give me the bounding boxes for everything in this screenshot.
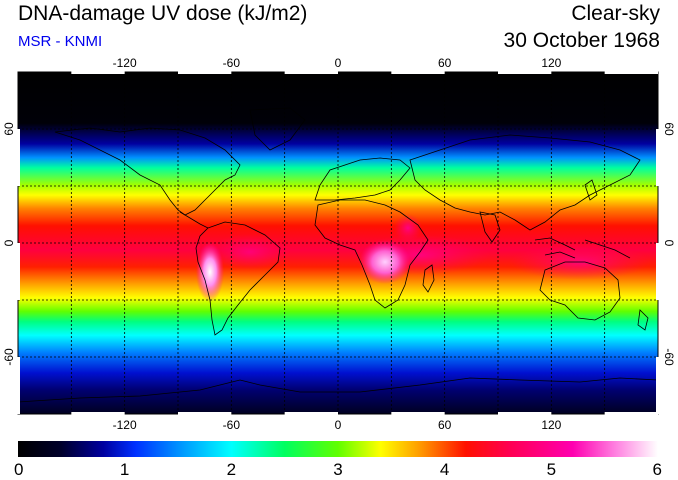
lon-tick-label-top: 120 bbox=[541, 56, 561, 70]
lat-tick-label-left: 0 bbox=[2, 239, 16, 246]
map-title: DNA-damage UV dose (kJ/m2) bbox=[18, 2, 308, 25]
lon-tick-label-top: -120 bbox=[113, 56, 137, 70]
frame-segment bbox=[498, 71, 552, 74]
lat-tick-label-right: 0 bbox=[662, 240, 676, 247]
frame-segment bbox=[391, 71, 445, 74]
colorbar-tick-label: 2 bbox=[227, 460, 236, 479]
frame-segment bbox=[604, 71, 658, 74]
frame-border bbox=[17, 71, 659, 415]
frame-segment bbox=[284, 412, 338, 415]
frame-segment bbox=[284, 71, 338, 74]
colorbar-tick-label: 6 bbox=[653, 460, 662, 479]
frame-segment bbox=[656, 243, 659, 300]
lon-tick-label-bottom: 0 bbox=[335, 418, 342, 432]
colorbar-tick-label: 5 bbox=[547, 460, 556, 479]
graticule bbox=[18, 72, 658, 414]
colorbar bbox=[18, 441, 658, 457]
colorbar-tick-labels: 0 1 2 3 4 5 6 bbox=[14, 460, 662, 479]
lat-tick-label-left: -60 bbox=[2, 348, 16, 366]
top-lon-ticks: -120 -60 0 60 120 bbox=[113, 56, 562, 70]
frame-segment bbox=[656, 357, 659, 414]
lon-tick-label-top: 0 bbox=[335, 56, 342, 70]
lon-tick-label-bottom: -120 bbox=[113, 418, 137, 432]
colorbar-tick-label: 4 bbox=[440, 460, 449, 479]
frame-segment bbox=[391, 412, 445, 415]
frame-segment bbox=[656, 129, 659, 186]
right-lat-ticks: 60 0 -60 bbox=[662, 122, 676, 366]
colorbar-tick-label: 3 bbox=[333, 460, 342, 479]
frame-segment bbox=[178, 412, 232, 415]
frame-segment bbox=[71, 412, 125, 415]
lon-tick-label-top: -60 bbox=[223, 56, 241, 70]
frame-segment bbox=[178, 71, 232, 74]
frame-segment bbox=[17, 357, 20, 414]
credit-label: MSR - KNMI bbox=[18, 33, 103, 50]
frame-segment bbox=[17, 129, 20, 186]
frame-segment bbox=[498, 412, 552, 415]
colorbar-tick-label: 0 bbox=[14, 460, 23, 479]
left-lat-ticks: 60 0 -60 bbox=[2, 122, 16, 366]
lon-tick-label-bottom: 120 bbox=[541, 418, 561, 432]
sky-condition-label: Clear-sky bbox=[571, 2, 660, 25]
frame-segment bbox=[604, 412, 658, 415]
lon-tick-label-top: 60 bbox=[438, 56, 452, 70]
lat-tick-label-left: 60 bbox=[2, 122, 16, 136]
lon-tick-label-bottom: -60 bbox=[223, 418, 241, 432]
frame-segment bbox=[17, 243, 20, 300]
lon-tick-label-bottom: 60 bbox=[438, 418, 452, 432]
bottom-lon-ticks: -120 -60 0 60 120 bbox=[113, 418, 562, 432]
coastlines bbox=[18, 107, 658, 403]
lat-tick-label-right: -60 bbox=[662, 348, 676, 366]
lat-tick-label-right: 60 bbox=[662, 122, 676, 136]
date-label: 30 October 1968 bbox=[503, 29, 660, 52]
colorbar-tick-label: 1 bbox=[120, 460, 129, 479]
frame-segment bbox=[71, 71, 125, 74]
